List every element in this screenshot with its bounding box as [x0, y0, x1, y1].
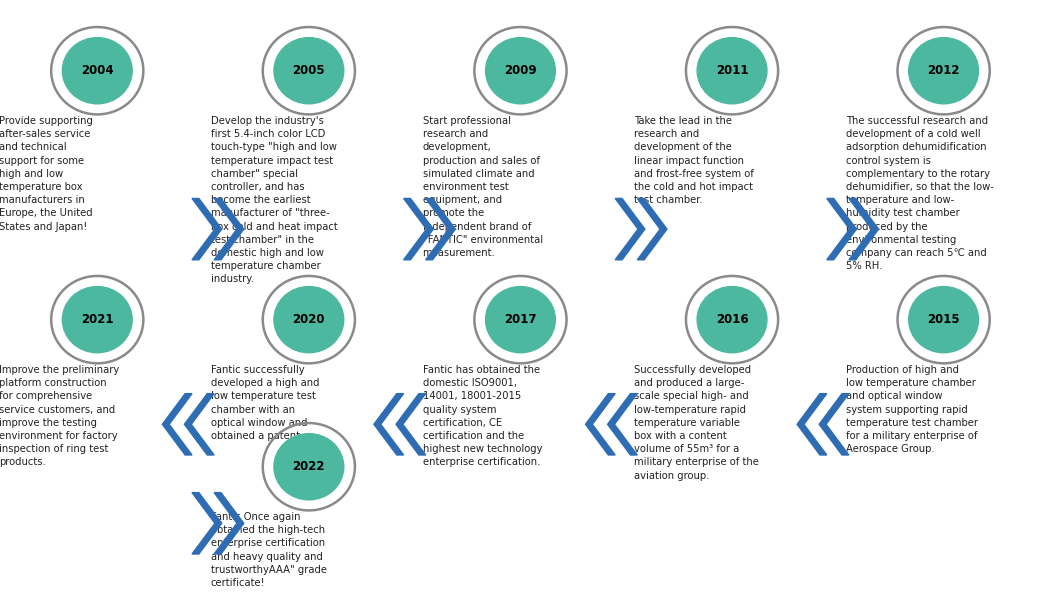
- Polygon shape: [162, 393, 192, 455]
- Text: 2012: 2012: [928, 64, 960, 77]
- Text: Take the lead in the
research and
development of the
linear impact function
and : Take the lead in the research and develo…: [634, 116, 754, 205]
- Text: Fantic has obtained the
domestic ISO9001,
14001, 18001-2015
quality system
certi: Fantic has obtained the domestic ISO9001…: [423, 365, 542, 467]
- Polygon shape: [849, 199, 879, 260]
- Polygon shape: [607, 393, 637, 455]
- Ellipse shape: [63, 286, 132, 353]
- Text: Fantic successfully
developed a high and
low temperature test
chamber with an
op: Fantic successfully developed a high and…: [211, 365, 319, 441]
- Text: 2020: 2020: [293, 313, 325, 326]
- Ellipse shape: [908, 38, 978, 104]
- Text: Fantic Once again
obtained the high-tech
enterprise certification
and heavy qual: Fantic Once again obtained the high-tech…: [211, 512, 326, 588]
- Polygon shape: [827, 199, 856, 260]
- Text: Develop the industry's
first 5.4-inch color LCD
touch-type "high and low
tempera: Develop the industry's first 5.4-inch co…: [211, 116, 338, 285]
- Ellipse shape: [63, 38, 132, 104]
- Polygon shape: [797, 393, 827, 455]
- Polygon shape: [396, 393, 426, 455]
- Text: 2011: 2011: [716, 64, 748, 77]
- Ellipse shape: [273, 38, 343, 104]
- Text: Improve the preliminary
platform construction
for comprehensive
service customer: Improve the preliminary platform constru…: [0, 365, 120, 467]
- Ellipse shape: [273, 434, 343, 500]
- Polygon shape: [637, 199, 667, 260]
- Text: Provide supporting
after-sales service
and technical
support for some
high and l: Provide supporting after-sales service a…: [0, 116, 93, 231]
- Polygon shape: [192, 493, 222, 554]
- Polygon shape: [214, 493, 244, 554]
- Polygon shape: [819, 393, 849, 455]
- Ellipse shape: [485, 286, 555, 353]
- Text: Production of high and
low temperature chamber
and optical window
system support: Production of high and low temperature c…: [846, 365, 977, 454]
- Text: 2009: 2009: [505, 64, 536, 77]
- Ellipse shape: [273, 286, 343, 353]
- Polygon shape: [374, 393, 404, 455]
- Text: 2021: 2021: [81, 313, 113, 326]
- Text: Start professional
research and
development,
production and sales of
simulated c: Start professional research and developm…: [423, 116, 543, 258]
- Ellipse shape: [908, 286, 978, 353]
- Text: 2017: 2017: [505, 313, 536, 326]
- Polygon shape: [192, 199, 222, 260]
- Polygon shape: [585, 393, 615, 455]
- Text: 2004: 2004: [81, 64, 113, 77]
- Ellipse shape: [697, 286, 767, 353]
- Polygon shape: [404, 199, 434, 260]
- Ellipse shape: [485, 38, 555, 104]
- Text: 2005: 2005: [293, 64, 325, 77]
- Text: Successfully developed
and produced a large-
scale special high- and
low-tempera: Successfully developed and produced a la…: [634, 365, 759, 481]
- Text: The successful research and
development of a cold well
adsorption dehumidificati: The successful research and development …: [846, 116, 993, 271]
- Ellipse shape: [697, 38, 767, 104]
- Polygon shape: [214, 199, 244, 260]
- Polygon shape: [426, 199, 456, 260]
- Text: 2022: 2022: [293, 460, 325, 473]
- Text: 2016: 2016: [716, 313, 748, 326]
- Polygon shape: [184, 393, 214, 455]
- Text: 2015: 2015: [928, 313, 960, 326]
- Polygon shape: [615, 199, 644, 260]
